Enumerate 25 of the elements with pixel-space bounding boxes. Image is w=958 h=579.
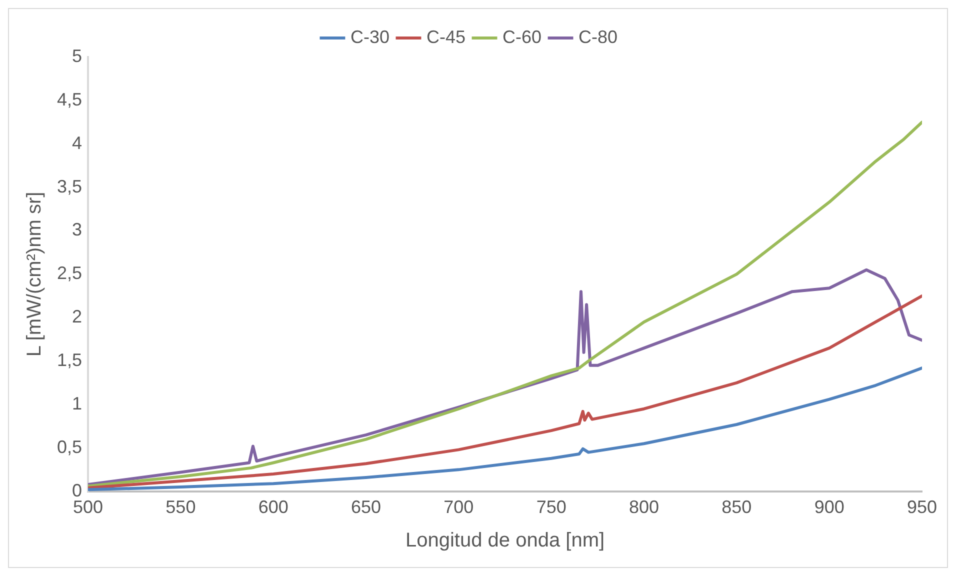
y-tick-label: 3 — [72, 220, 82, 240]
legend-label: C-60 — [502, 26, 542, 47]
y-tick-label: 3,5 — [56, 176, 82, 196]
y-axis-title: L [mW/(cm²)nm sr] — [24, 192, 46, 357]
legend-label: C-45 — [426, 26, 466, 47]
y-tick-label: 5 — [72, 46, 82, 66]
x-tick-label: 750 — [536, 497, 566, 518]
x-tick-label: 600 — [258, 497, 288, 518]
y-tick-label: 4,5 — [56, 89, 82, 110]
x-axis-title: Longitud de onda [nm] — [405, 530, 605, 552]
y-tick-label: 4 — [72, 132, 82, 153]
y-tick-label: 2,5 — [56, 263, 82, 284]
y-tick-label: 2 — [72, 306, 82, 327]
legend-label: C-80 — [578, 26, 618, 47]
x-tick-label: 850 — [722, 497, 752, 518]
x-tick-label: 650 — [350, 497, 382, 518]
x-tick-label: 950 — [906, 497, 938, 518]
x-tick-label: 900 — [814, 497, 844, 518]
y-tick-label: 0,5 — [56, 436, 82, 457]
y-tick-label: 1,5 — [56, 350, 82, 370]
y-tick-label: 1 — [72, 393, 82, 414]
legend-label: C-30 — [350, 26, 390, 47]
x-tick-label: 800 — [628, 497, 660, 518]
x-tick-label: 550 — [166, 497, 196, 518]
x-tick-label: 700 — [444, 497, 474, 518]
